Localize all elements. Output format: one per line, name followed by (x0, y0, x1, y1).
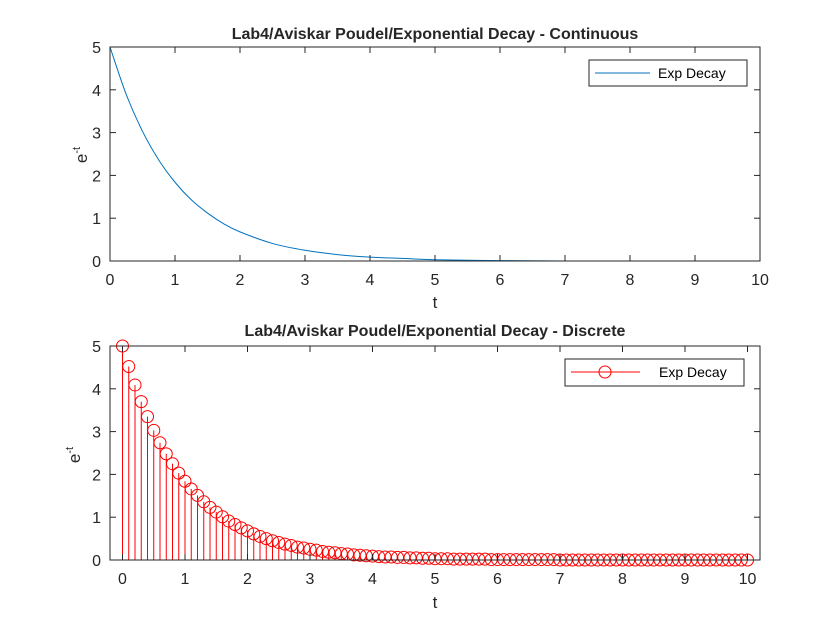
stem-marker (222, 514, 236, 528)
stem-marker (384, 550, 398, 564)
x-tick-label: 1 (181, 571, 190, 588)
x-axis-label: t (433, 293, 438, 312)
x-tick-label: 2 (236, 272, 245, 289)
stem-marker (322, 545, 336, 559)
x-tick-label: 1 (171, 272, 180, 289)
y-axis: 0 1 2 3 4 5 (92, 339, 760, 570)
x-axis: 0 1 2 3 4 5 6 7 8 9 10 (106, 47, 769, 289)
x-axis: 0 1 2 3 4 5 6 7 8 9 10 (118, 346, 757, 588)
stem-marker (347, 548, 361, 562)
stem-marker (266, 534, 279, 548)
y-axis: 0 1 2 3 4 5 (92, 40, 760, 271)
stem-marker (241, 524, 254, 538)
y-tick-label: 2 (92, 168, 101, 185)
x-tick-label: 9 (691, 272, 700, 289)
stem-marker (366, 549, 379, 563)
subplot-continuous: Lab4/Aviskar Poudel/Exponential Decay - … (71, 26, 769, 312)
x-tick-label: 7 (556, 571, 565, 588)
x-tick-label: 0 (118, 571, 127, 588)
x-tick-label: 10 (751, 272, 769, 289)
chart-title: Lab4/Aviskar Poudel/Exponential Decay - … (245, 323, 626, 340)
y-tick-label: 0 (92, 553, 101, 570)
stem-marker (272, 535, 286, 549)
x-tick-label: 8 (618, 571, 627, 588)
stem-marker (122, 360, 136, 374)
y-axis-label: e-t (71, 147, 91, 163)
legend-label: Exp Decay (658, 65, 726, 81)
stem-marker (128, 378, 142, 392)
y-tick-label: 2 (92, 467, 101, 484)
y-tick-label: 3 (92, 126, 101, 143)
stem-marker (278, 537, 292, 551)
legend-marker (598, 365, 612, 379)
stem-marker (166, 457, 179, 471)
stem-marker (353, 548, 367, 562)
stem-marker (297, 541, 311, 555)
stem-marker (172, 466, 186, 480)
x-tick-label: 6 (496, 272, 505, 289)
stem-marker (291, 540, 304, 554)
stem-marker (284, 538, 298, 552)
x-tick-label: 2 (243, 571, 252, 588)
x-tick-label: 9 (681, 571, 690, 588)
x-tick-label: 8 (626, 272, 635, 289)
subplot-discrete: Lab4/Aviskar Poudel/Exponential Decay - … (64, 323, 761, 612)
stem-marker (397, 550, 411, 564)
stem-marker (316, 544, 329, 558)
x-tick-label: 10 (739, 571, 757, 588)
stem-marker (234, 521, 248, 535)
chart-title: Lab4/Aviskar Poudel/Exponential Decay - … (232, 26, 639, 43)
x-tick-label: 3 (301, 272, 310, 289)
y-tick-label: 1 (92, 510, 101, 527)
stem-marker (309, 543, 323, 557)
stem-marker (253, 529, 267, 543)
stem-marker (134, 395, 148, 409)
stem-marker (228, 517, 242, 531)
stem-marker (409, 551, 423, 565)
y-axis-label: e-t (64, 447, 84, 463)
stem-marker (478, 552, 492, 566)
x-tick-label: 0 (106, 272, 115, 289)
legend: Exp Decay (564, 358, 745, 387)
y-tick-label: 1 (92, 211, 101, 228)
y-tick-label: 0 (92, 254, 101, 271)
x-tick-label: 4 (366, 272, 375, 289)
x-axis-label: t (433, 593, 438, 612)
x-tick-label: 3 (306, 571, 315, 588)
legend-label: Exp Decay (659, 364, 727, 380)
stem-marker (147, 423, 161, 437)
x-tick-label: 4 (368, 571, 377, 588)
stem-marker (328, 546, 342, 560)
y-tick-label: 4 (92, 382, 101, 399)
y-tick-label: 5 (92, 40, 101, 57)
x-tick-label: 5 (431, 272, 440, 289)
stem-marker (259, 532, 273, 546)
stem-marker (153, 436, 167, 450)
stem-marker (159, 447, 173, 461)
y-tick-label: 5 (92, 339, 101, 356)
x-tick-label: 6 (493, 571, 502, 588)
stem-marker (247, 527, 261, 541)
x-tick-label: 5 (431, 571, 440, 588)
y-tick-label: 3 (92, 425, 101, 442)
y-tick-label: 4 (92, 83, 101, 100)
x-tick-label: 7 (561, 272, 570, 289)
stem-marker (441, 552, 454, 566)
stem-marker (141, 410, 154, 424)
legend: Exp Decay (588, 59, 748, 87)
